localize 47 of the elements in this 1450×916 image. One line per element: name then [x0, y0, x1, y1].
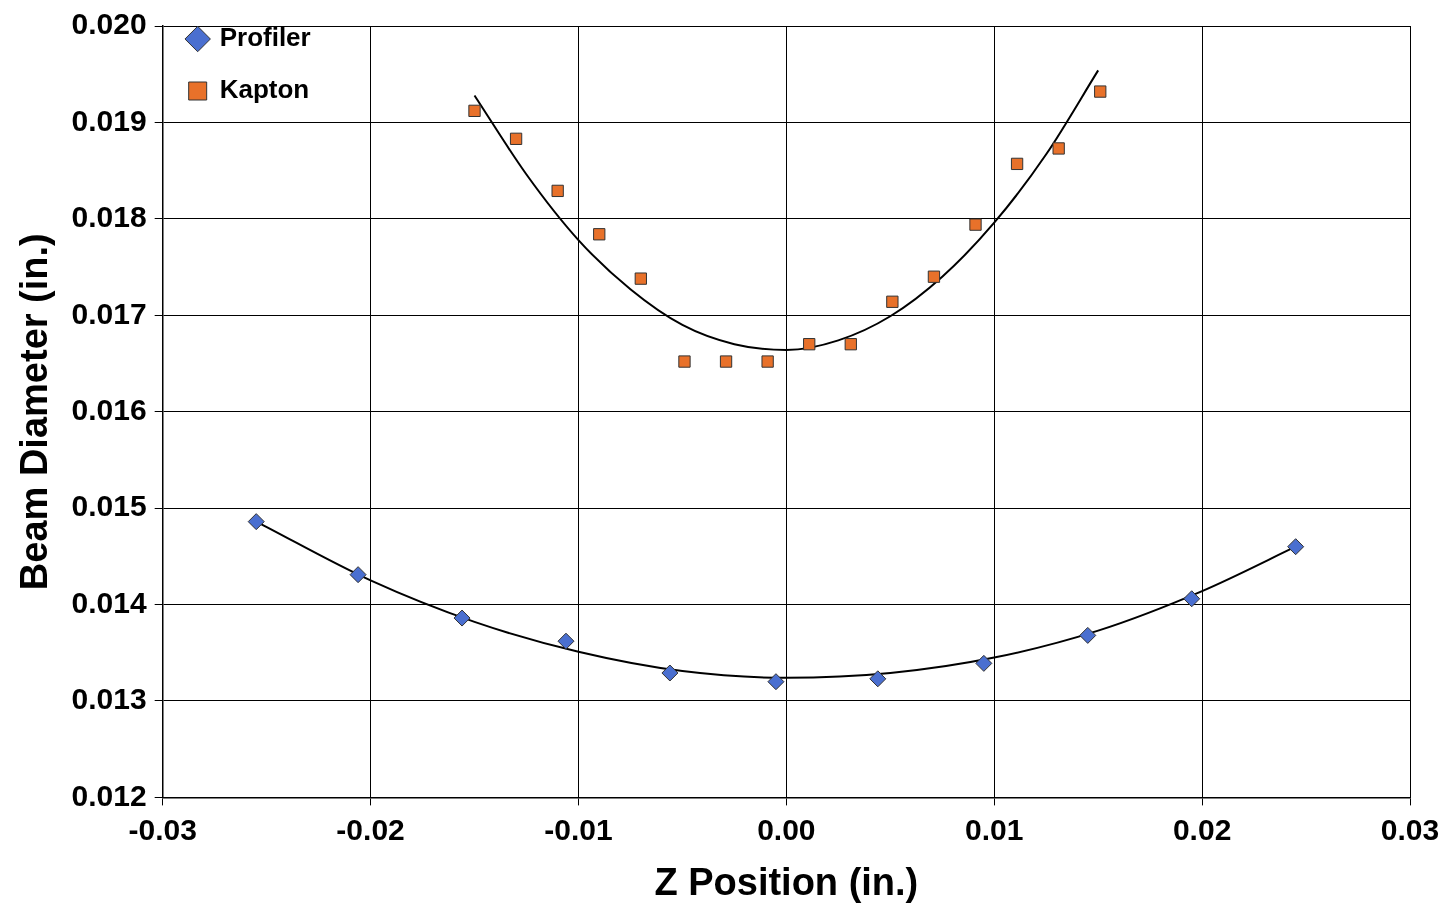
point [1052, 142, 1065, 155]
point [1183, 590, 1201, 608]
point [661, 664, 679, 682]
point [869, 670, 887, 688]
point [803, 338, 816, 351]
y-tick-label: 0.014 [71, 585, 147, 619]
y-tick-label: 0.015 [71, 489, 147, 523]
point [767, 673, 785, 691]
x-tick-label: -0.02 [336, 812, 405, 846]
point [761, 355, 774, 368]
legend-label: Profiler [219, 22, 311, 53]
y-axis-title: Beam Diameter (in.) [13, 233, 56, 591]
x-tick-label: -0.03 [128, 812, 197, 846]
point [1010, 157, 1024, 171]
point [886, 295, 899, 308]
x-tick-label: -0.01 [544, 812, 613, 846]
point [634, 272, 647, 285]
y-tick-label: 0.019 [71, 103, 147, 137]
point [719, 355, 733, 368]
point [453, 609, 471, 627]
y-tick-label: 0.013 [71, 682, 147, 716]
y-tick-label: 0.012 [71, 778, 147, 812]
point [349, 566, 367, 584]
point [247, 513, 265, 531]
y-tick-label: 0.020 [71, 7, 147, 41]
point [975, 654, 993, 672]
point [969, 218, 982, 231]
y-tick-label: 0.018 [71, 200, 147, 234]
point [1287, 538, 1305, 556]
y-tick-label: 0.017 [71, 296, 147, 330]
x-tick-label: 0.02 [1172, 812, 1232, 846]
x-tick-label: 0.01 [965, 812, 1024, 846]
point [551, 184, 564, 198]
legend-label: Kapton [219, 74, 310, 105]
point [509, 132, 523, 145]
point [844, 338, 857, 351]
x-tick-label: 0.03 [1380, 812, 1440, 846]
x-axis-title: Z Position (in.) [654, 860, 919, 903]
point [593, 228, 606, 241]
point [468, 104, 481, 118]
y-tick-label: 0.016 [71, 392, 147, 426]
x-tick-label: 0.00 [757, 812, 816, 846]
point [1079, 626, 1097, 644]
point [1094, 85, 1107, 98]
point [678, 355, 691, 368]
point [557, 632, 575, 650]
point [927, 270, 941, 283]
